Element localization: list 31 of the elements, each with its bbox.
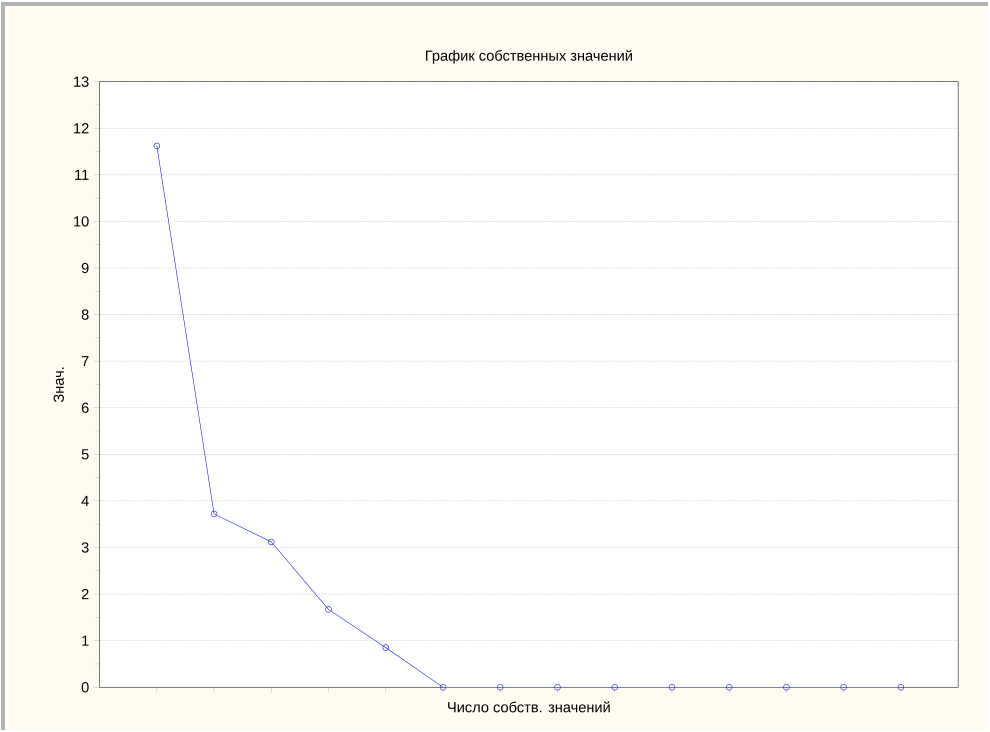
point [612,684,618,690]
y-tick-label: 9 [82,262,89,274]
point [840,684,847,690]
point [554,684,561,690]
y-tick-label: 7 [82,356,89,366]
y-tick-label: 8 [82,309,89,320]
x-axis-title: Число собств. значений [448,701,610,712]
point [210,510,218,518]
y-tick-label: 10 [74,216,89,227]
point [726,684,732,690]
point [382,644,389,651]
chart-title: График собственных значений [426,50,632,64]
y-tick-label: 11 [75,170,89,180]
y-tick-label: 4 [81,496,89,506]
point [154,142,160,150]
point [497,684,504,690]
y-axis-title: Знач. [54,368,64,402]
y-tick-label: 0 [82,682,89,692]
point [440,684,446,690]
y-tick-label: 5 [82,449,89,460]
y-tick-label: 1 [82,636,89,646]
y-tick-label: 13 [74,76,89,87]
y-tick-label: 6 [82,402,89,413]
point [898,684,904,690]
y-tick-label: 3 [82,542,89,553]
point [668,684,676,690]
y-tick-label: 2 [82,588,89,600]
y-tick-label: 12 [74,123,89,134]
point [783,684,790,690]
point [268,538,274,546]
point [325,606,332,613]
